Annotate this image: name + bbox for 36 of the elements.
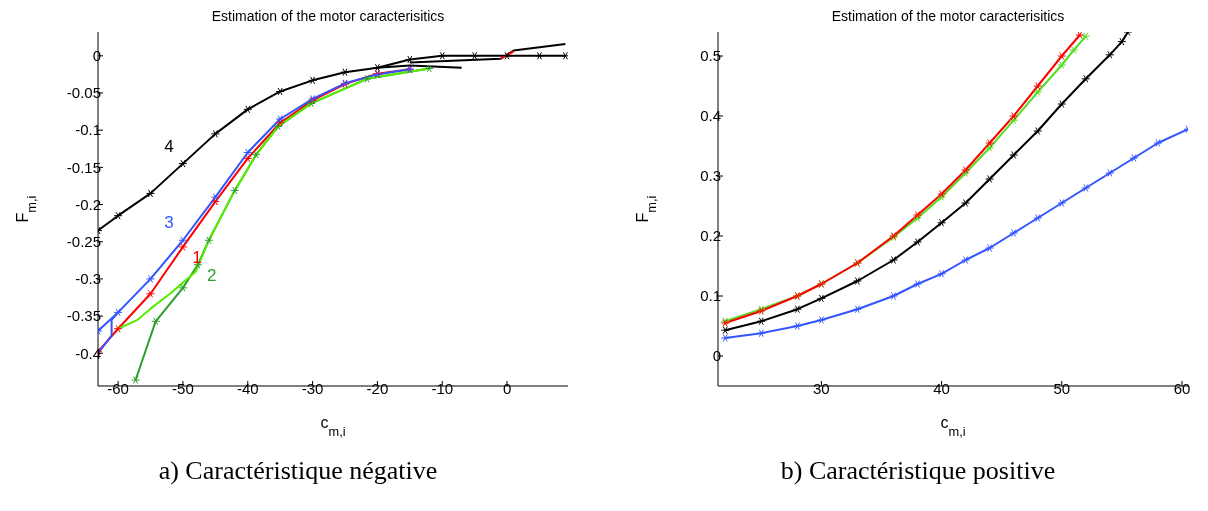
- series-label: 4: [164, 136, 174, 156]
- y-tick-label: -0.25: [66, 233, 101, 251]
- chart-title: Estimation of the motor caracterisitics: [830, 8, 1066, 26]
- y-tick-label: 0: [92, 47, 101, 65]
- x-axis-title: c$_{m,i}$: [940, 414, 966, 439]
- y-tick-label: 0.1: [700, 287, 721, 305]
- y-tick-label: -0.35: [66, 307, 101, 325]
- y-tick-label: -0.1: [75, 121, 101, 139]
- x-tick-label: -30: [301, 379, 324, 397]
- x-tick-label: -50: [172, 379, 194, 397]
- text: b) Caractéristique positive: [779, 456, 1057, 486]
- series-label: 1: [192, 247, 202, 267]
- x-tick-label: -60: [107, 379, 129, 397]
- y-tick-label: 0.2: [700, 227, 721, 245]
- x-tick-label: 30: [813, 379, 830, 397]
- y-tick-label: -0.2: [75, 195, 101, 213]
- chart-title: Estimation of the motor caracterisitics: [210, 8, 446, 26]
- x-tick-label: 60: [1173, 379, 1191, 397]
- y-tick-label: 0.3: [700, 167, 721, 185]
- x-tick-label: 40: [933, 379, 950, 397]
- y-tick-label: -0.3: [75, 270, 101, 288]
- x-tick-label: 50: [1053, 379, 1071, 397]
- series-label: 2: [207, 265, 217, 285]
- x-tick-label: -20: [366, 379, 389, 397]
- x-tick-label: -10: [431, 379, 454, 397]
- y-tick-label: -0.15: [66, 158, 101, 176]
- text: a) Caractéristique négative: [157, 456, 439, 486]
- series-label: 3: [164, 213, 174, 233]
- y-tick-label: 0.4: [700, 107, 721, 125]
- x-tick-label: 0: [502, 379, 512, 397]
- y-tick-label: 0.5: [700, 47, 721, 65]
- y-tick-label: 0: [712, 347, 721, 365]
- x-tick-label: -40: [236, 379, 259, 397]
- x-axis-title: c$_{m,i}$: [320, 414, 346, 439]
- y-tick-label: -0.05: [66, 84, 101, 102]
- y-tick-label: -0.4: [75, 344, 101, 362]
